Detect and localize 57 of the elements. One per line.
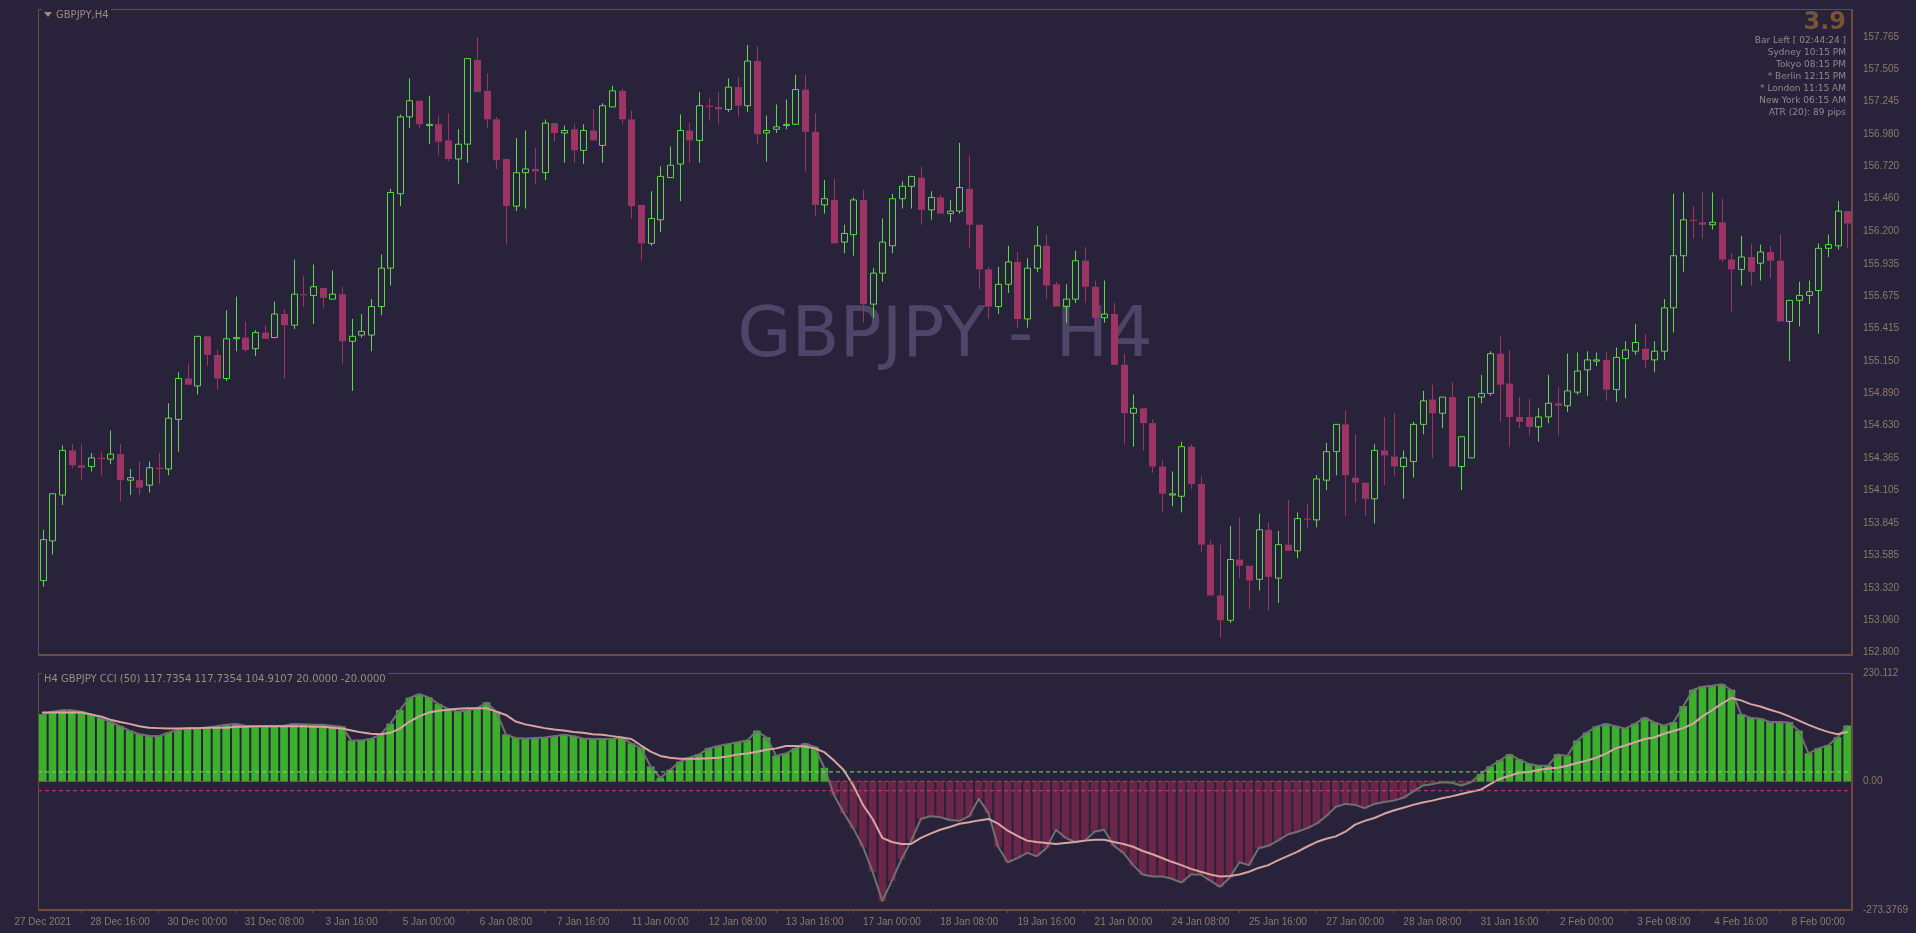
chart-title: H4 GBPJPY CCI (50) 117.7354 117.7354 104.9107 20.0000 -20.0000 [44,673,386,684]
x-tick-label: 18 Jan 08:00 [940,915,999,927]
y-tick-label: 156.980 [1863,127,1900,139]
y-tick-label: 153.320 [1863,581,1900,593]
annotation: New York 06:15 AM [1758,94,1846,106]
x-tick-label: 5 Jan 00:00 [402,915,456,927]
chart-title: GBPJPY,H4 [56,9,109,20]
y-tick-label: 154.365 [1863,452,1900,464]
y-tick-label: 154.630 [1863,419,1900,431]
y-tick-label: 154.890 [1863,387,1900,399]
x-tick-label: 12 Jan 08:00 [708,915,767,927]
y-tick-label: 156.200 [1863,224,1900,236]
y-tick-label: 155.415 [1863,322,1900,334]
y-tick-label: 156.460 [1863,192,1900,204]
y-tick-label: 153.060 [1863,614,1900,626]
y-tick-label: 155.675 [1863,289,1900,301]
x-tick-label: 25 Jan 16:00 [1248,915,1308,927]
annotation: ATR (20): 89 pips [1767,106,1846,118]
x-tick-label: 24 Jan 08:00 [1171,915,1231,927]
x-tick-label: 31 Dec 08:00 [244,915,305,927]
annotation: * Berlin 12:15 PM [1766,70,1846,82]
x-tick-label: 3 Jan 16:00 [325,915,379,927]
annotation: 3.9 [1802,7,1846,35]
y-tick-label: 155.935 [1863,257,1900,269]
y-tick-label: 155.150 [1863,354,1900,366]
y-tick-label: 157.765 [1863,30,1900,42]
y-tick-label: 154.105 [1863,484,1900,496]
annotation: Tokyo 08:15 PM [1774,58,1846,70]
annotation: Bar Left [ 02:44:24 ] [1754,34,1846,46]
x-tick-label: 31 Jan 16:00 [1480,915,1539,927]
x-tick-label: 19 Jan 16:00 [1017,915,1076,927]
x-tick-label: 17 Jan 00:00 [863,915,922,927]
y-tick-label: 152.800 [1863,646,1900,658]
y-tick-label: 157.245 [1863,95,1900,107]
x-tick-label: 13 Jan 16:00 [785,915,845,927]
x-tick-label: 28 Dec 16:00 [90,915,151,927]
x-tick-label: 11 Jan 00:00 [631,915,690,927]
y-tick-label: 156.720 [1863,160,1900,172]
annotation: * London 11:15 AM [1759,82,1846,94]
annotation: Sydney 10:15 PM [1766,46,1846,58]
y-tick-label: 230.112 [1863,666,1899,678]
y-tick-label: 153.585 [1863,548,1900,560]
x-tick-label: 3 Feb 08:00 [1637,915,1691,927]
x-tick-label: 4 Feb 16:00 [1714,915,1769,927]
x-tick-label: 6 Jan 08:00 [479,915,533,927]
x-tick-label: 2 Feb 00:00 [1559,915,1614,927]
x-tick-label: 27 Jan 00:00 [1326,915,1385,927]
x-tick-label: 21 Jan 00:00 [1094,915,1153,927]
x-tick-label: 7 Jan 16:00 [557,915,610,927]
x-tick-label: 8 Feb 00:00 [1791,915,1846,927]
y-tick-label: -273.3769 [1863,903,1909,915]
x-tick-label: 30 Dec 00:00 [167,915,228,927]
y-tick-label: 157.505 [1863,62,1900,74]
y-tick-label: 0.00 [1863,775,1883,787]
x-tick-label: 28 Jan 08:00 [1403,915,1462,927]
x-tick-label: 27 Dec 2021 [14,915,72,927]
y-tick-label: 153.845 [1863,516,1900,528]
